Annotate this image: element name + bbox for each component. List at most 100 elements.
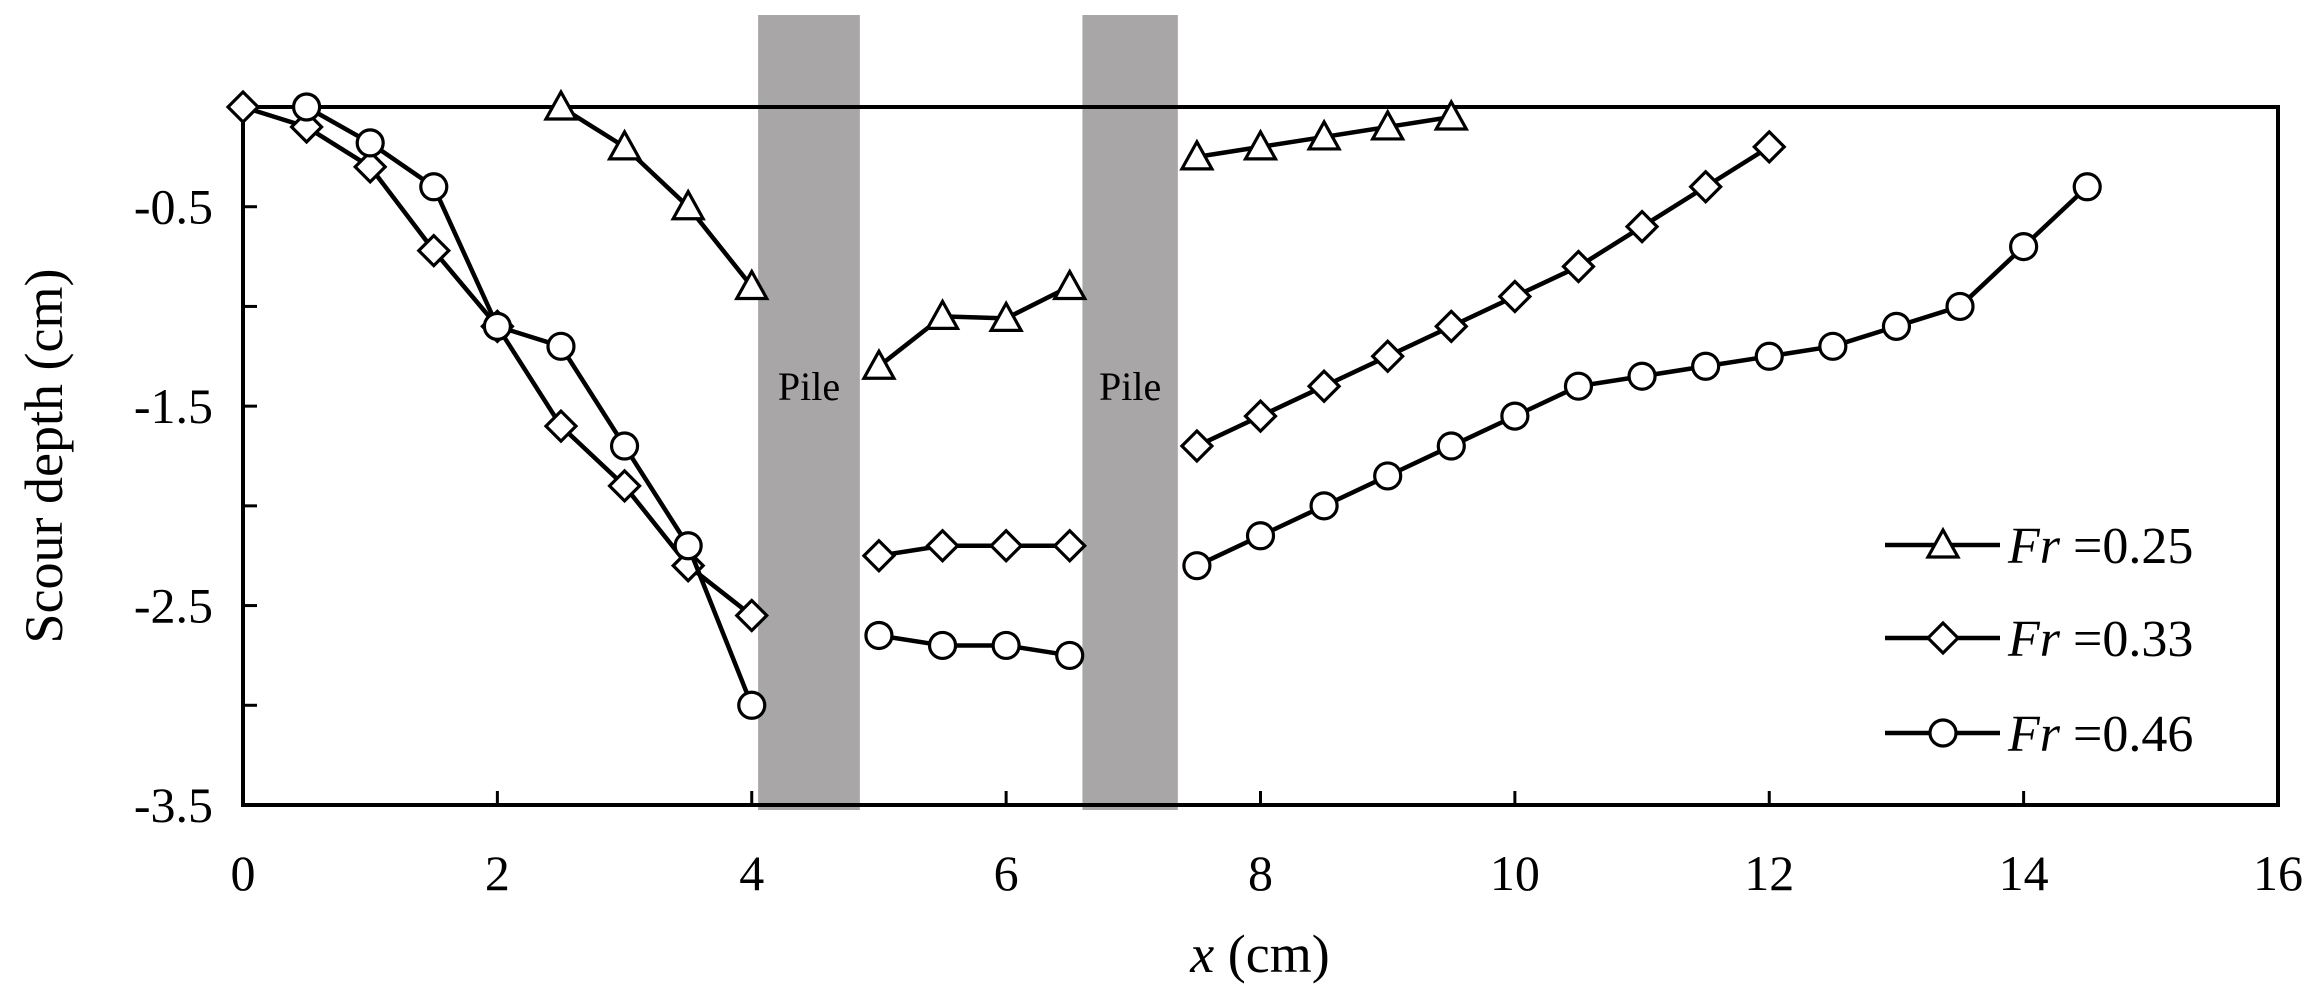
data-point-diamond bbox=[352, 149, 388, 185]
data-point-diamond bbox=[543, 408, 579, 444]
x-tick-label: 2 bbox=[485, 845, 510, 901]
x-tick-label: 16 bbox=[2253, 845, 2303, 901]
legend-label: Fr =0.46 bbox=[2007, 706, 2193, 763]
data-point-diamond bbox=[1688, 169, 1723, 205]
data-point-diamond bbox=[861, 538, 897, 573]
data-point-circle bbox=[419, 172, 449, 202]
x-tick-label: 6 bbox=[994, 845, 1019, 901]
y-axis-title: Scour depth (cm) bbox=[14, 269, 74, 644]
data-point-diamond bbox=[1624, 209, 1660, 244]
pile-label-1: Pile bbox=[778, 364, 840, 409]
data-point-circle bbox=[737, 690, 767, 720]
legend-item: Fr =0.33 bbox=[1885, 611, 2193, 668]
data-point-circle bbox=[2072, 172, 2102, 202]
x-tick-label: 12 bbox=[1744, 845, 1794, 901]
y-tick-label: -2.5 bbox=[134, 578, 213, 634]
x-axis-title: x (cm) bbox=[1189, 924, 1329, 984]
series-triangle bbox=[543, 88, 1470, 380]
data-point-circle bbox=[546, 331, 576, 361]
data-point-circle bbox=[1055, 640, 1085, 671]
data-point-diamond bbox=[1434, 309, 1469, 344]
legend-label: Fr =0.25 bbox=[2007, 518, 2193, 575]
data-point-circle bbox=[864, 620, 894, 651]
legend-label: Fr =0.33 bbox=[2007, 611, 2193, 668]
data-point-circle bbox=[1881, 311, 1912, 341]
legend-item: Fr =0.46 bbox=[1885, 706, 2193, 763]
legend-label-value: =0.46 bbox=[2060, 706, 2193, 763]
data-point-diamond bbox=[1306, 368, 1342, 404]
data-point-triangle bbox=[606, 128, 643, 161]
legend-label-var: Fr bbox=[2007, 518, 2061, 575]
x-tick-label: 8 bbox=[1248, 845, 1273, 901]
data-point-circle bbox=[1945, 291, 1975, 322]
data-point-circle bbox=[1627, 361, 1657, 391]
data-point-triangle bbox=[1179, 138, 1215, 171]
pile-label-2: Pile bbox=[1099, 364, 1161, 409]
legend-label-value: =0.33 bbox=[2060, 611, 2193, 668]
data-point-circle bbox=[1691, 351, 1721, 381]
data-point-circle bbox=[1245, 521, 1276, 551]
data-point-triangle bbox=[543, 88, 579, 121]
data-point-diamond bbox=[734, 598, 770, 633]
data-point-circle bbox=[1373, 461, 1403, 491]
series-layer bbox=[225, 88, 2102, 720]
data-point-diamond bbox=[1561, 249, 1596, 284]
data-point-triangle bbox=[1051, 268, 1088, 301]
data-point-triangle bbox=[1242, 128, 1279, 161]
data-point-diamond bbox=[1179, 428, 1215, 464]
x-axis-unit: (cm) bbox=[1214, 924, 1329, 984]
data-point-diamond bbox=[1497, 279, 1533, 314]
data-point-diamond bbox=[1243, 398, 1278, 434]
data-point-diamond bbox=[225, 89, 261, 125]
series-line-triangle bbox=[877, 284, 1071, 369]
data-point-diamond bbox=[416, 233, 452, 268]
data-point-circle bbox=[609, 431, 640, 461]
data-point-circle bbox=[1754, 341, 1784, 371]
legend-marker-triangle bbox=[1925, 526, 1961, 559]
y-tick-label: -1.5 bbox=[134, 378, 213, 434]
series-line-diamond bbox=[878, 543, 1070, 558]
data-point-circle bbox=[1182, 551, 1212, 581]
plot-frame bbox=[241, 105, 2280, 807]
data-point-circle bbox=[2009, 232, 2039, 262]
data-point-circle bbox=[991, 630, 1021, 661]
data-point-diamond bbox=[1751, 129, 1787, 165]
data-point-triangle bbox=[988, 300, 1024, 332]
legend-label-var: Fr bbox=[2007, 706, 2061, 763]
x-axis-variable: x bbox=[1189, 924, 1214, 984]
data-point-circle bbox=[1500, 401, 1530, 431]
pile-1 bbox=[758, 15, 860, 810]
data-point-circle bbox=[927, 630, 958, 661]
legend-label-var: Fr bbox=[2007, 611, 2061, 668]
series-line-diamond bbox=[1195, 144, 1771, 449]
legend-item: Fr =0.25 bbox=[1885, 518, 2193, 575]
data-point-circle bbox=[482, 311, 512, 341]
data-point-circle bbox=[673, 531, 703, 561]
data-point-circle bbox=[1436, 431, 1466, 461]
data-point-triangle bbox=[734, 268, 770, 301]
data-point-circle bbox=[1818, 331, 1848, 361]
data-point-circle bbox=[1563, 371, 1594, 401]
data-point-circle bbox=[355, 128, 385, 158]
legend-marker-circle bbox=[1928, 718, 1958, 748]
data-point-circle bbox=[1309, 491, 1339, 521]
data-point-circle bbox=[291, 92, 322, 122]
y-tick-label: -0.5 bbox=[134, 179, 213, 235]
data-point-diamond bbox=[925, 528, 960, 564]
data-point-triangle bbox=[1306, 118, 1342, 151]
data-point-triangle bbox=[1433, 98, 1470, 131]
x-tick-label: 14 bbox=[1999, 845, 2049, 901]
x-tick-label: 0 bbox=[231, 845, 256, 901]
pile-2 bbox=[1082, 15, 1178, 810]
pile-layer: Pile Pile bbox=[758, 15, 1178, 810]
legend-label-value: =0.25 bbox=[2060, 518, 2193, 575]
series-line-triangle bbox=[559, 105, 754, 288]
x-tick-label: 10 bbox=[1490, 845, 1540, 901]
data-point-triangle bbox=[670, 188, 706, 221]
data-point-diamond bbox=[1370, 339, 1405, 374]
legend-marker-diamond bbox=[1925, 620, 1961, 656]
series-diamond bbox=[225, 89, 1787, 633]
data-point-diamond bbox=[607, 468, 642, 504]
